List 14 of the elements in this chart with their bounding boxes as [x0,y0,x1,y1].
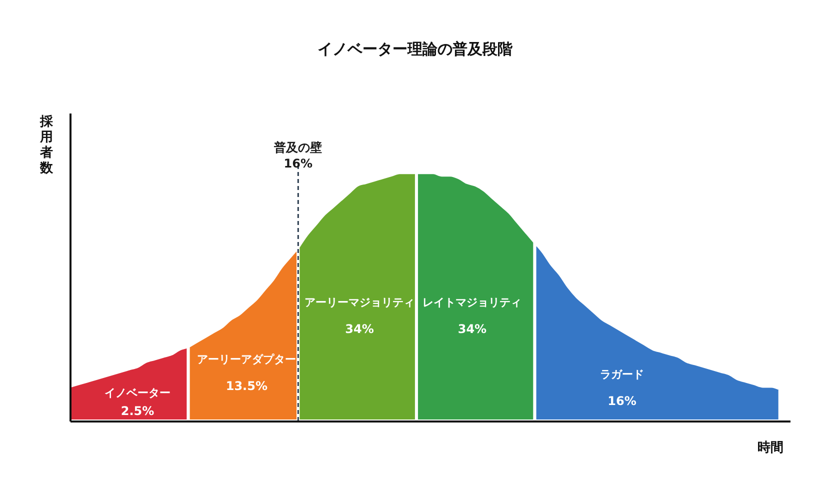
series-label: ラガード [600,368,644,382]
annotation: 13.5% [226,379,268,394]
series-label: アーリーマジョリティ [304,296,414,310]
chart-title: イノベーター理論の普及段階 [318,40,514,58]
annotation: 2.5% [120,404,154,418]
series-label: イノベーター [104,386,171,400]
y-axis-title: 採用者数 [39,114,54,176]
text: 普及の壁 16% [273,140,322,171]
annotation: 16% [608,394,636,408]
series-label: レイトマジョリティ [422,296,522,310]
annotation: 34% [345,322,374,336]
annotation: 34% [458,322,487,336]
series-label: アーリーアダプター [197,353,296,366]
x-axis-title: 時間 [758,440,784,456]
